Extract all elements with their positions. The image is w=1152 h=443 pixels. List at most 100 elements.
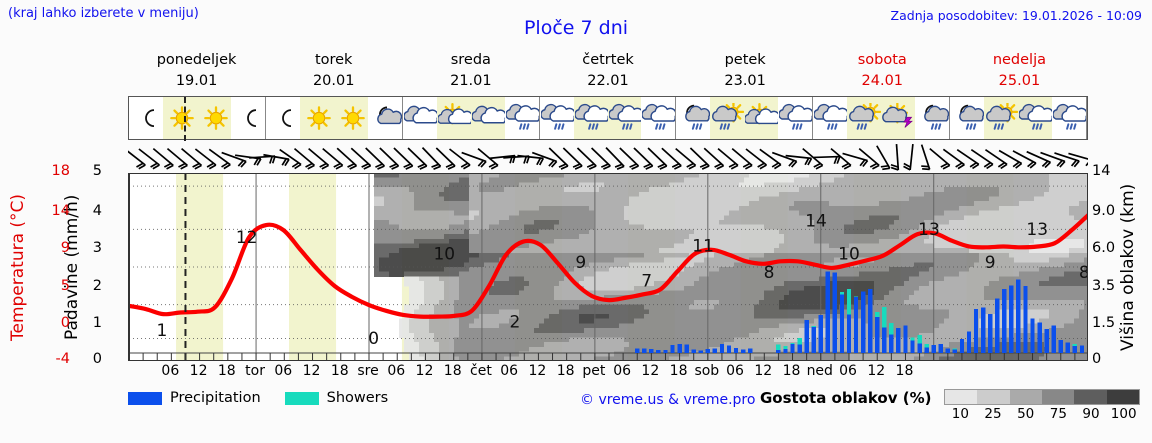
cloud-rain-glyph [1052,103,1087,133]
page-title: Ploče 7 dni [523,17,629,39]
moon-cloud-rain-glyph [951,103,985,133]
x-tick-label-13: 12 [528,363,547,379]
moon-cloud-rain-icon [950,97,985,139]
temperature-tick-2: 9 [60,240,70,256]
x-tick-label-17: 12 [641,363,660,379]
moon-cloud-glyph [369,103,402,133]
x-tick-label-4: 06 [274,363,293,379]
cloud-tick-3: 3.5 [1092,278,1116,294]
location-menu-note[interactable]: (kraj lahko izberete v meniju) [8,6,199,21]
sun-cloud-rain-icon [847,97,882,139]
sun-icon [299,97,334,139]
cloud-rain-icon [607,97,642,139]
cloud-rain-glyph [1018,103,1053,133]
cloud-density-step-1 [977,390,1010,404]
cloud-icon [402,97,437,139]
icon-day-5 [813,97,951,139]
cloud-rain-icon [813,97,848,139]
cloud-density-step-4 [1074,390,1107,404]
cloud-tick-1: 9.0 [1092,203,1116,219]
cloud-rain-glyph [813,103,848,133]
sun-icon [162,97,197,139]
x-tick-label-8: 06 [387,363,406,379]
moon-icon [129,97,163,139]
x-tick-label-18: 18 [669,363,688,379]
cloud-glyph [402,103,437,133]
sun-cloud-rain-glyph [848,101,882,133]
sun-cloud-glyph [436,102,471,133]
day-date: 22.01 [587,73,629,89]
icon-day-3 [539,97,677,139]
day-header-3: četrtek 22.01 [539,50,676,95]
moon-cloud-icon [367,97,402,139]
day-date: 21.01 [450,73,492,89]
sun-glyph [335,103,367,133]
sun-cloud-rain-icon [984,97,1019,139]
cloud-rain-glyph [504,103,539,133]
moon-glyph [232,103,264,133]
precipitation-tick-3: 2 [92,278,102,294]
x-tick-label-14: 18 [556,363,575,379]
day-header-4: petek 23.01 [677,50,814,95]
cloud-density-tick-5: 100 [1110,406,1137,422]
x-tick-label-11: čet [470,363,492,379]
precipitation-axis-ticks: 5 4 3 2 1 0 [68,160,102,380]
showers-color-swatch [284,391,319,405]
day-name: nedelja [992,52,1046,68]
day-name: četrtek [582,52,634,68]
temperature-tick-5: -4 [55,351,70,367]
cloud-icon [470,97,505,139]
weather-icon-strip [128,96,1088,141]
day-name: torek [314,52,353,68]
x-tick-label-23: ned [806,363,833,379]
cloud-density-tick-1: 25 [984,406,1002,422]
cloud-rain-icon [539,97,574,139]
temperature-tick-4: 0 [60,315,70,331]
cloud-rain-icon [573,97,608,139]
cloud-density-tick-4: 90 [1082,406,1100,422]
x-tick-label-22: 18 [782,363,801,379]
cloud-rain-icon [504,97,539,139]
cloud-density-step-0 [945,390,978,404]
current-time-marker-icons [184,97,187,141]
sun-icon [196,97,231,139]
cloud-density-ramp-labels: 10 25 50 75 90 100 [944,406,1140,424]
temperature-tick-1: 14 [51,203,70,219]
icon-day-0 [129,97,266,139]
x-tick-label-12: 06 [500,363,519,379]
day-date: 24.01 [861,73,904,89]
cloud-density-tick-3: 75 [1049,406,1067,422]
sun-cloud-rain-glyph [985,101,1019,133]
sun-icon [333,97,368,139]
cloud-rain-glyph [778,103,813,133]
cloud-rain-icon [641,97,676,139]
moon-icon [265,97,300,139]
precipitation-tick-2: 3 [92,240,102,256]
x-tick-label-16: 06 [613,363,632,379]
sun-cloud-icon [744,97,779,139]
copyright-link[interactable]: © vreme.us & vreme.pro [580,392,756,408]
icon-day-4 [676,97,814,139]
day-name: ponedeljek [156,52,237,68]
cloud-density-tick-2: 50 [1017,406,1035,422]
precipitation-tick-4: 1 [92,315,102,331]
cloud-density-step-2 [1009,390,1042,404]
icon-day-2 [402,97,540,139]
day-header-row: ponedeljek 19.01 torek 20.01 sreda 21.01 četrt… [128,50,1088,95]
temperature-tick-0: 18 [51,163,70,179]
day-name: sobota [857,52,907,68]
x-tick-label-24: 06 [839,363,857,379]
cloud-tick-2: 6.0 [1092,240,1116,256]
cloud-rain-glyph [607,103,642,133]
moon-cloud-rain-glyph [677,103,711,133]
wind-barb-strip [124,141,1095,173]
day-header-1: torek 20.01 [265,50,402,95]
moon-cloud-rain-glyph [916,103,950,133]
moon-glyph [267,103,299,133]
time-axis-labels: 06 12 18 tor 06 12 18 sre 06 12 18 čet 06 12 18 pet 06 12… [128,363,1088,383]
x-tick-label-19: sob [694,363,720,379]
cloud-rain-icon [778,97,813,139]
day-name: sreda [450,52,491,68]
precipitation-tick-0: 5 [92,163,102,179]
temperature-axis-ticks: 18 14 9 5 0 -4 [16,160,70,380]
